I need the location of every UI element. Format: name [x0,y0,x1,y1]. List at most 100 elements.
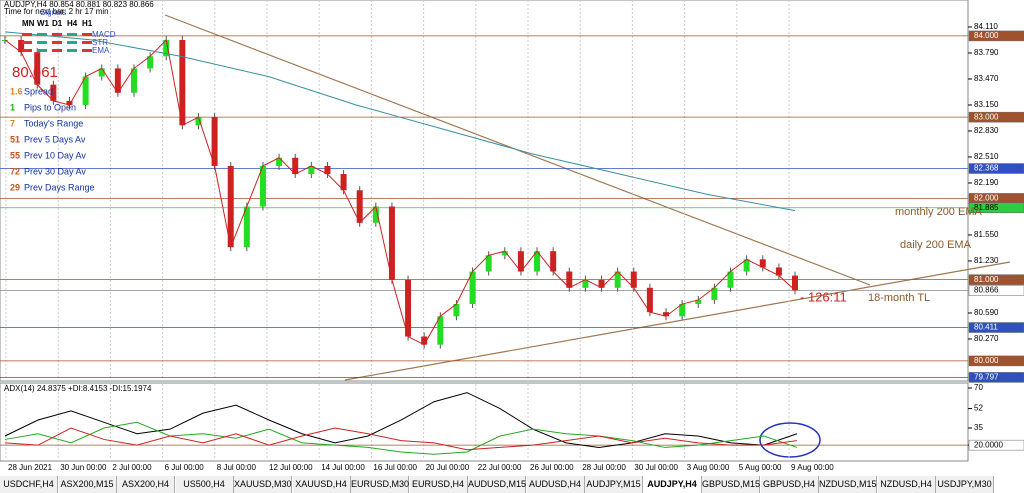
signal-box [67,33,77,36]
info-label: Prev Days Range [24,182,95,192]
signal-box [22,33,32,36]
annotation: monthly 200 EMA [895,206,982,218]
chart-tab[interactable]: AUDUSD,M15 [468,476,526,493]
chart-tab[interactable]: ASX200,H4 [117,476,175,493]
candle [598,279,605,288]
date-label: 3 Aug 00:00 [687,463,730,472]
candle [679,304,686,317]
candle [18,39,25,53]
date-label: 30 Jun 00:00 [60,463,107,472]
candle [324,165,331,175]
signal-box [67,49,77,52]
price-label: 83.470 [974,74,999,83]
chart-tab[interactable]: NZDUSD,M15 [819,476,877,493]
price-label: 82.190 [974,178,999,187]
candle [243,206,250,248]
signal-box [22,49,32,52]
signal-box [37,49,47,52]
adx-panel [0,382,969,462]
candle [614,271,621,288]
trend-line [344,261,1011,381]
info-value: 7 [10,118,15,128]
info-label: Spread [24,86,53,96]
last-price: 80.661 [12,64,58,81]
level-label: 79.797 [974,373,999,382]
chart-tab[interactable]: XAUUSD,M30 [234,476,292,493]
plus-di-line [4,421,798,455]
chart-tab[interactable]: GBPUSD,M15 [702,476,760,493]
candle [372,206,379,223]
signal-box [22,41,32,44]
candle [388,206,395,280]
chart-tab[interactable]: USDJPY,M30 [936,476,994,493]
candle [775,267,782,276]
candle [727,271,734,288]
adx-line [4,392,798,448]
level-box [968,285,1024,296]
candle [630,271,637,288]
level-box [968,355,1024,367]
level-label: 80.866 [974,286,999,295]
adx-label: 52 [974,404,983,413]
chart-tab[interactable]: AUDJPY,H4 [643,476,702,493]
candle [292,157,299,175]
chart-tab[interactable]: EURUSD,H4 [409,476,468,493]
level-box [968,202,1024,214]
chart-tab[interactable]: US500,H4 [175,476,234,493]
chart-tab[interactable]: EURUSD,M30 [351,476,409,493]
signal-box [37,41,47,44]
candle [308,165,315,175]
candle [147,56,154,69]
indicator: STR [92,38,108,47]
price-label: 82.510 [974,152,999,161]
chart-tab[interactable]: USDCHF,H4 [0,476,58,493]
date-label: 6 Jul 00:00 [165,463,205,472]
info-label: Prev 30 Day Av [24,166,86,176]
highlight-circle [759,422,821,458]
candle [663,312,670,317]
candle [50,84,57,101]
chart-tab[interactable]: GBPUSD,H4 [760,476,819,493]
level-label: 81.000 [974,275,999,284]
chart-tab[interactable]: XAUUSD,H4 [292,476,351,493]
price-label: 80.270 [974,334,999,343]
info-value: 1.6 [10,86,23,96]
candle [792,275,798,291]
signals: Signals [40,8,66,17]
signal-box [52,49,62,52]
date-label: 5 Aug 00:00 [739,463,782,472]
date-label: 20 Jul 00:00 [426,463,470,472]
frame: D1 [52,19,63,28]
info-value: 72 [10,166,20,176]
timer: Time for next bar: 2 hr 17 min [4,7,109,16]
price-label: 81.230 [974,256,999,265]
candle [227,165,234,248]
price-label: 83.790 [974,48,999,57]
chart-tab[interactable]: NZDUSD,H4 [877,476,936,493]
candle [501,251,508,256]
candle [517,251,524,272]
level-label: 80.000 [974,356,999,365]
candle [130,68,137,93]
price-line [4,38,796,346]
candle [163,39,170,57]
annotation: 18-month TL [868,292,930,304]
annotation: daily 200 EMA [900,239,972,251]
chart-tab[interactable]: ASX200,M15 [58,476,117,493]
info-label: Prev 10 Day Av [24,150,86,160]
candle [421,336,428,345]
candle [582,279,589,288]
chart-tab[interactable]: AUDJPY,M15 [585,476,643,493]
candle [566,271,573,288]
frame: W1 [37,19,50,28]
signal-box [82,49,92,52]
adx-label: 70 [974,383,983,392]
level-label: 84.000 [974,31,999,40]
date-label: 16 Jul 00:00 [373,463,417,472]
price-label: 83.150 [974,100,999,109]
date-label: 28 Jun 2021 [8,463,53,472]
level-box [968,372,1024,383]
chart-tab[interactable]: AUDUSD,H4 [526,476,585,493]
date-label: 28 Jul 00:00 [582,463,626,472]
candle [179,39,186,126]
